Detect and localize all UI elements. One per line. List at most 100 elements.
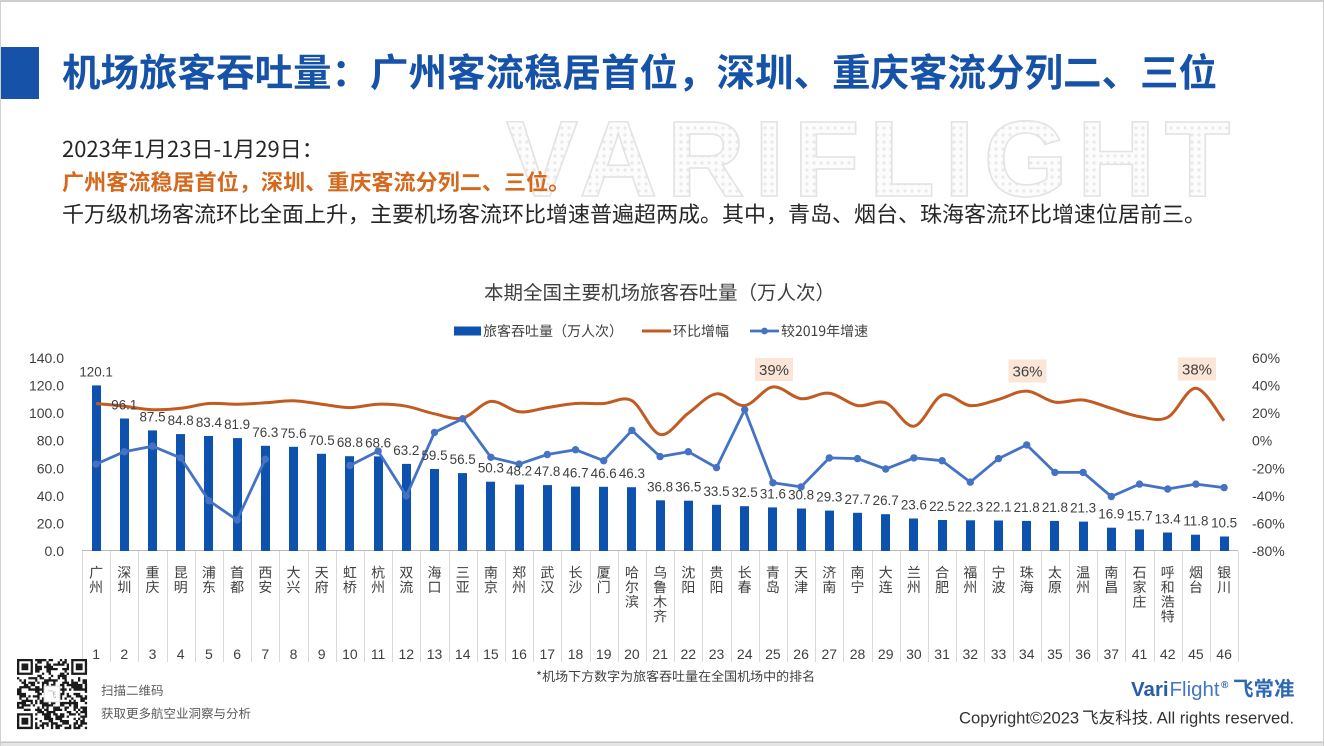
svg-text:10.5: 10.5: [1211, 516, 1237, 531]
svg-text:50.3: 50.3: [478, 461, 504, 476]
svg-text:46.7: 46.7: [562, 466, 588, 481]
svg-text:16.9: 16.9: [1098, 507, 1124, 522]
svg-text:22.1: 22.1: [985, 500, 1011, 515]
svg-text:21: 21: [652, 646, 668, 662]
svg-text:22.5: 22.5: [929, 499, 955, 514]
svg-text:68.6: 68.6: [365, 435, 391, 450]
svg-text:31.6: 31.6: [760, 486, 786, 501]
svg-text:31: 31: [934, 646, 950, 662]
svg-text:84.8: 84.8: [168, 413, 194, 428]
svg-text:0%: 0%: [1252, 433, 1272, 449]
svg-text:60.0: 60.0: [37, 460, 64, 476]
svg-text:29: 29: [878, 646, 894, 662]
svg-text:120.1: 120.1: [79, 364, 113, 379]
svg-text:VARIFLIGHT: VARIFLIGHT: [506, 98, 1240, 219]
svg-text:14: 14: [455, 646, 471, 662]
svg-text:36: 36: [1075, 646, 1091, 662]
svg-text:35: 35: [1047, 646, 1063, 662]
svg-text:13: 13: [427, 646, 443, 662]
svg-text:70.5: 70.5: [309, 433, 335, 448]
svg-text:26: 26: [793, 646, 809, 662]
svg-text:46.6: 46.6: [591, 466, 617, 481]
svg-text:46.3: 46.3: [619, 466, 645, 481]
svg-text:22.3: 22.3: [957, 499, 983, 514]
svg-text:15.7: 15.7: [1126, 508, 1152, 523]
svg-text:60%: 60%: [1252, 350, 1280, 366]
svg-text:47.8: 47.8: [534, 464, 560, 479]
svg-text:Vari: Vari: [1131, 678, 1169, 701]
svg-text:83.4: 83.4: [196, 415, 223, 430]
svg-text:48.2: 48.2: [506, 464, 532, 479]
svg-text:40%: 40%: [1252, 378, 1280, 394]
svg-text:36%: 36%: [1012, 364, 1042, 381]
svg-text:76.3: 76.3: [252, 425, 278, 440]
svg-text:39%: 39%: [759, 362, 789, 379]
svg-text:33.5: 33.5: [703, 484, 729, 499]
svg-text:15: 15: [483, 646, 499, 662]
svg-text:68.8: 68.8: [337, 435, 363, 450]
svg-text:9: 9: [318, 646, 326, 662]
svg-text:2: 2: [120, 646, 128, 662]
svg-text:4: 4: [177, 646, 185, 662]
svg-text:20.0: 20.0: [37, 515, 64, 531]
svg-text:23: 23: [709, 646, 725, 662]
svg-text:Copyright©2023: Copyright©2023: [959, 709, 1079, 728]
svg-text:30.8: 30.8: [788, 488, 814, 503]
svg-text:59.5: 59.5: [421, 448, 447, 463]
svg-text:23.6: 23.6: [901, 498, 927, 513]
svg-text:7: 7: [261, 646, 269, 662]
svg-text:56.5: 56.5: [450, 452, 476, 467]
svg-text:36.8: 36.8: [647, 479, 673, 494]
svg-text:16: 16: [511, 646, 527, 662]
svg-text:-80%: -80%: [1252, 543, 1285, 559]
svg-text:27: 27: [822, 646, 838, 662]
svg-text:96.1: 96.1: [111, 398, 137, 413]
svg-text:18: 18: [568, 646, 584, 662]
svg-text:21.8: 21.8: [1042, 500, 1068, 515]
svg-text:80.0: 80.0: [37, 433, 64, 449]
svg-text:. All rights reserved.: . All rights reserved.: [1148, 709, 1294, 728]
svg-text:37: 37: [1104, 646, 1120, 662]
svg-text:10: 10: [342, 646, 358, 662]
svg-text:63.2: 63.2: [393, 443, 419, 458]
svg-text:30: 30: [906, 646, 922, 662]
svg-text:12: 12: [399, 646, 415, 662]
svg-text:140.0: 140.0: [29, 350, 64, 366]
svg-text:-40%: -40%: [1252, 488, 1285, 504]
svg-text:Flight: Flight: [1170, 678, 1220, 701]
svg-text:21.8: 21.8: [1014, 500, 1040, 515]
svg-text:5: 5: [205, 646, 213, 662]
svg-text:29.3: 29.3: [816, 490, 842, 505]
svg-text:38%: 38%: [1182, 362, 1212, 379]
svg-text:42: 42: [1160, 646, 1176, 662]
svg-text:-60%: -60%: [1252, 515, 1285, 531]
svg-text:32.5: 32.5: [732, 485, 758, 500]
svg-text:33: 33: [991, 646, 1007, 662]
svg-text:28: 28: [850, 646, 866, 662]
svg-text:75.6: 75.6: [280, 426, 306, 441]
svg-text:81.9: 81.9: [224, 417, 250, 432]
svg-text:20%: 20%: [1252, 405, 1280, 421]
svg-text:11: 11: [371, 646, 386, 662]
svg-text:40.0: 40.0: [37, 488, 64, 504]
svg-text:46: 46: [1216, 646, 1232, 662]
svg-text:45: 45: [1188, 646, 1204, 662]
svg-text:36.5: 36.5: [675, 480, 701, 495]
svg-text:41: 41: [1132, 646, 1148, 662]
svg-text:13.4: 13.4: [1155, 512, 1182, 527]
svg-text:17: 17: [540, 646, 556, 662]
svg-text:22: 22: [681, 646, 697, 662]
svg-text:6: 6: [233, 646, 241, 662]
svg-text:0.0: 0.0: [45, 543, 65, 559]
svg-text:24: 24: [737, 646, 753, 662]
svg-text:20: 20: [624, 646, 640, 662]
svg-text:34: 34: [1019, 646, 1035, 662]
svg-text:26.7: 26.7: [873, 493, 899, 508]
svg-text:21.3: 21.3: [1070, 501, 1096, 516]
svg-text:100.0: 100.0: [29, 405, 64, 421]
svg-text:25: 25: [765, 646, 781, 662]
svg-text:120.0: 120.0: [29, 378, 64, 394]
svg-text:27.7: 27.7: [844, 492, 870, 507]
svg-text:®: ®: [1221, 680, 1229, 691]
svg-text:19: 19: [596, 646, 612, 662]
